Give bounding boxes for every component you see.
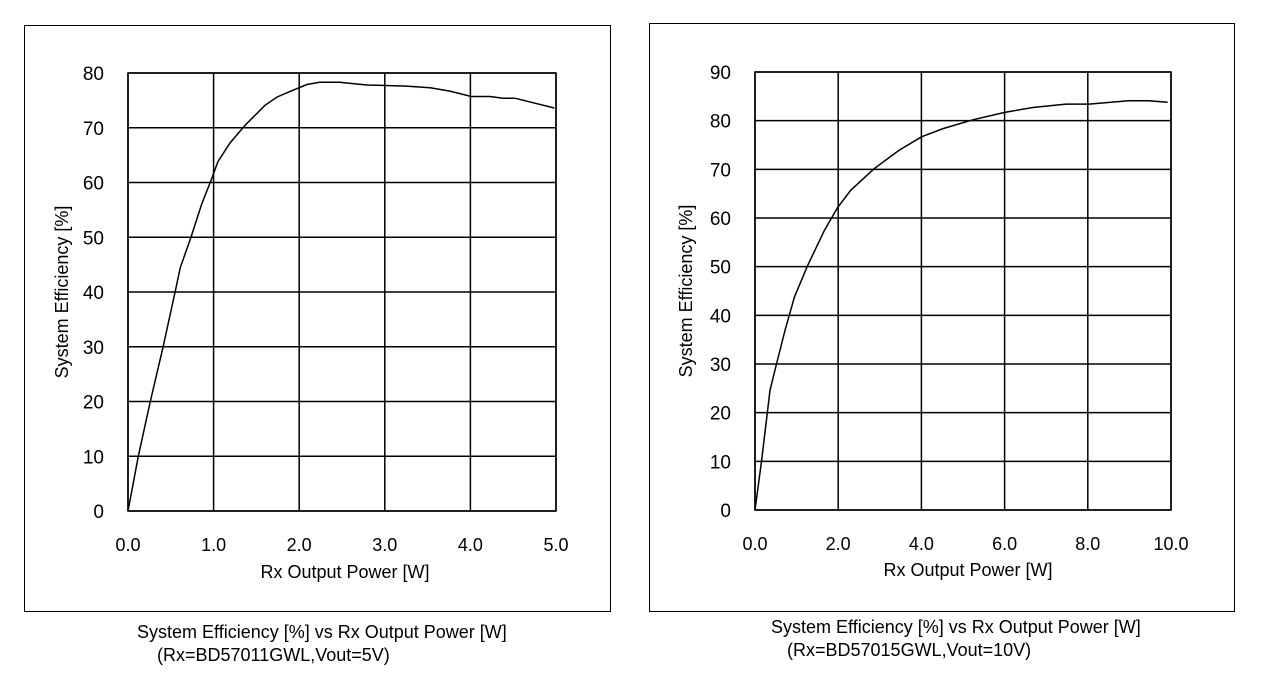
x-tick-label: 6.0	[992, 534, 1017, 554]
x-axis-label: Rx Output Power [W]	[883, 560, 1052, 580]
x-tick-label: 8.0	[1075, 534, 1100, 554]
caption-left: System Efficiency [%] vs Rx Output Power…	[137, 622, 507, 642]
y-tick-label: 70	[83, 119, 104, 140]
y-tick-label: 60	[83, 174, 104, 195]
x-tick-label: 5.0	[543, 535, 568, 555]
efficiency-curve	[127, 81, 555, 512]
x-tick-label: 4.0	[909, 534, 934, 554]
x-tick-label: 0.0	[742, 534, 767, 554]
y-tick-label: 0	[720, 501, 731, 522]
subcaption-right: (Rx=BD57015GWL,Vout=10V)	[787, 640, 1032, 660]
caption-right: System Efficiency [%] vs Rx Output Power…	[771, 617, 1141, 637]
y-tick-label: 10	[710, 452, 731, 473]
x-tick-label: 0.0	[115, 535, 140, 555]
x-tick-label: 2.0	[826, 534, 851, 554]
y-tick-label: 40	[83, 283, 104, 304]
y-tick-label: 40	[710, 306, 731, 327]
y-tick-label: 20	[710, 404, 731, 425]
y-tick-label: 10	[83, 447, 104, 468]
x-tick-label: 10.0	[1153, 534, 1188, 554]
plot-area-border	[127, 72, 557, 512]
x-tick-label: 3.0	[372, 535, 397, 555]
y-tick-label: 30	[83, 338, 104, 359]
x-tick-label: 2.0	[287, 535, 312, 555]
y-tick-label: 70	[710, 160, 731, 181]
plot-area-border	[754, 71, 1172, 511]
efficiency-curve	[754, 99, 1168, 511]
y-axis-label: System Efficiency [%]	[676, 205, 696, 378]
subcaption-left: (Rx=BD57011GWL,Vout=5V)	[157, 645, 390, 665]
y-tick-label: 50	[710, 258, 731, 279]
x-axis-label: Rx Output Power [W]	[260, 562, 429, 582]
y-tick-label: 80	[710, 112, 731, 133]
y-tick-label: 60	[710, 209, 731, 230]
y-tick-label: 80	[83, 64, 104, 85]
chart-frame-left	[24, 25, 611, 612]
y-axis-label: System Efficiency [%]	[52, 206, 72, 379]
y-tick-label: 30	[710, 355, 731, 376]
y-tick-label: 20	[83, 393, 104, 414]
x-tick-label: 1.0	[201, 535, 226, 555]
y-tick-label: 50	[83, 228, 104, 249]
y-tick-label: 90	[710, 63, 731, 84]
y-tick-label: 0	[93, 502, 104, 523]
x-tick-label: 4.0	[458, 535, 483, 555]
